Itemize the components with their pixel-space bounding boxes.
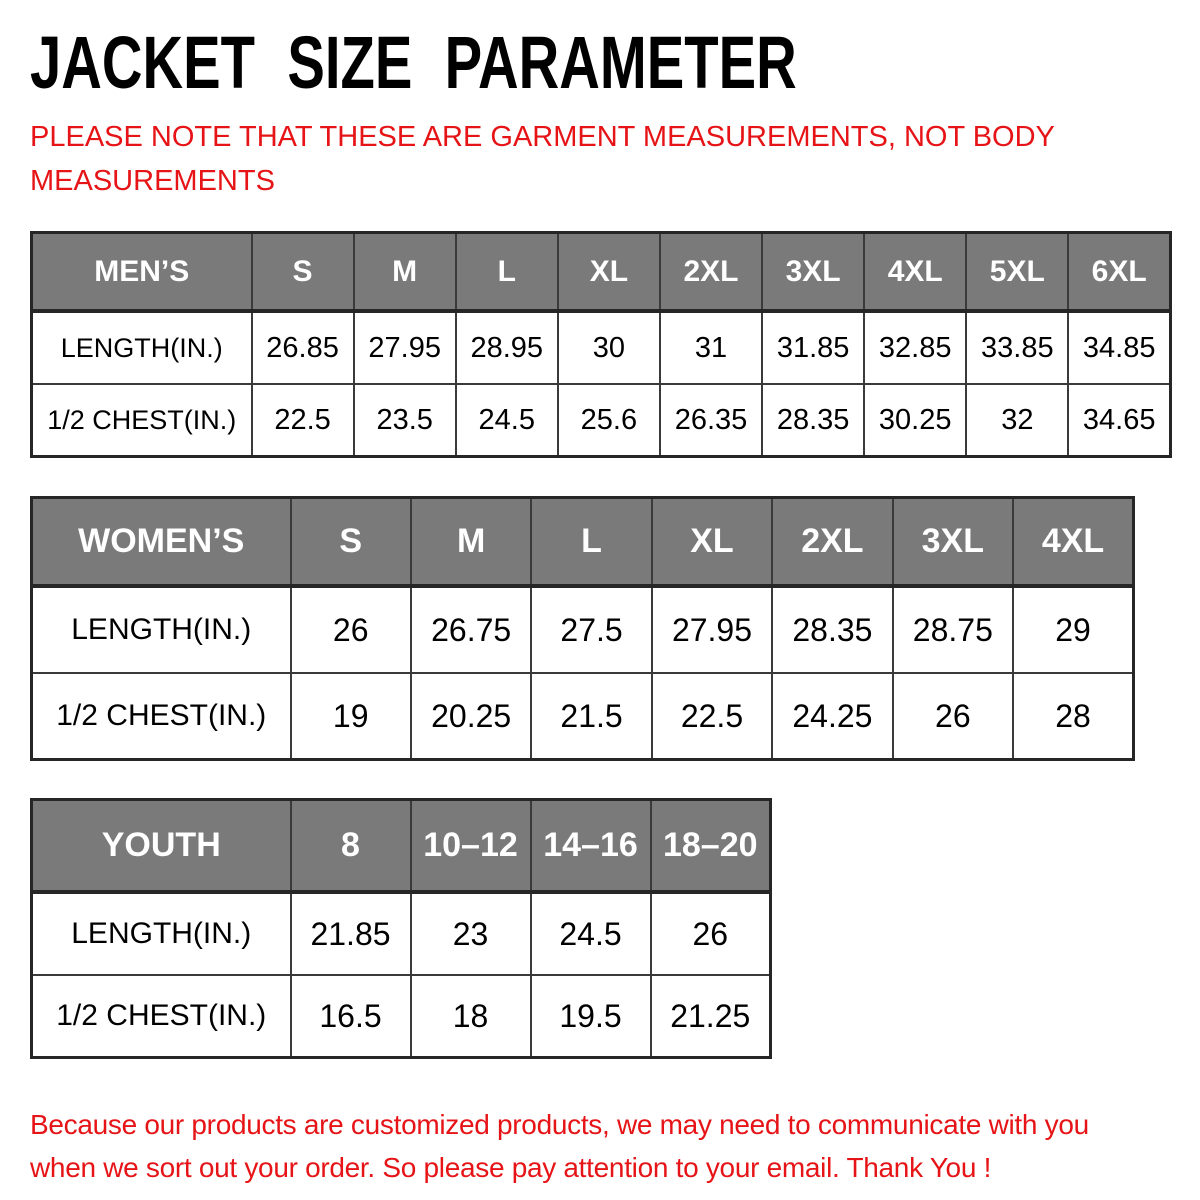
size-column-header: 3XL xyxy=(891,496,1015,588)
size-column-header: 5XL xyxy=(965,231,1070,313)
size-value-cell: 26 xyxy=(649,891,772,976)
size-value-cell: 26.75 xyxy=(409,585,533,674)
size-value-cell: 30 xyxy=(556,310,661,385)
size-value-cell: 31.85 xyxy=(761,310,866,385)
size-value-cell: 21.25 xyxy=(649,974,772,1059)
row-label: LENGTH(IN.) xyxy=(30,891,292,976)
size-value-cell: 29 xyxy=(1012,585,1135,674)
garment-measurement-note: PLEASE NOTE THAT THESE ARE GARMENT MEASU… xyxy=(30,116,1200,203)
size-value-cell: 26 xyxy=(891,672,1015,761)
size-column-header: M xyxy=(352,231,457,313)
size-value-cell: 28.95 xyxy=(454,310,559,385)
size-value-cell: 16.5 xyxy=(289,974,412,1059)
table-row: 1/2 CHEST(IN.) 22.5 23.5 24.5 25.6 26.35 28.35… xyxy=(30,383,1172,458)
size-value-cell: 24.5 xyxy=(529,891,652,976)
youth-size-table-section: YOUTH 8 10–12 14–16 18–20 LENGTH(IN.) 21.85 23 2… xyxy=(0,798,1200,1059)
size-column-header: L xyxy=(454,231,559,313)
size-value-cell: 21.85 xyxy=(289,891,412,976)
size-value-cell: 26 xyxy=(289,585,412,674)
size-column-header: M xyxy=(409,496,533,588)
size-column-header: 4XL xyxy=(863,231,968,313)
garment-measurement-note-line1: PLEASE NOTE THAT THESE ARE GARMENT MEASU… xyxy=(30,121,1055,153)
size-column-header: 3XL xyxy=(761,231,866,313)
row-label: 1/2 CHEST(IN.) xyxy=(30,383,253,458)
mens-size-table: MEN’S S M L XL 2XL 3XL 4XL 5XL 6XL LENGTH(IN.) 26.8… xyxy=(30,231,1172,458)
size-column-header: 8 xyxy=(289,798,412,894)
header-row: YOUTH 8 10–12 14–16 18–20 xyxy=(30,798,772,894)
size-value-cell: 31 xyxy=(658,310,764,385)
size-column-header: 4XL xyxy=(1012,496,1135,588)
table-row: 1/2 CHEST(IN.) 16.5 18 19.5 21.25 xyxy=(30,974,772,1059)
customization-note: Because our products are customized prod… xyxy=(30,1103,1170,1190)
page-title: JACKET SIZE PARAMETER xyxy=(30,21,797,104)
size-value-cell: 27.5 xyxy=(530,585,653,674)
size-value-cell: 26.85 xyxy=(250,310,355,385)
row-label: LENGTH(IN.) xyxy=(30,310,253,385)
size-value-cell: 20.25 xyxy=(409,672,533,761)
size-value-cell: 24.25 xyxy=(771,672,894,761)
size-column-header: L xyxy=(530,496,653,588)
size-column-header: 10–12 xyxy=(409,798,532,894)
size-value-cell: 33.85 xyxy=(965,310,1070,385)
size-value-cell: 34.65 xyxy=(1067,383,1172,458)
size-value-cell: 24.5 xyxy=(454,383,559,458)
size-value-cell: 28.35 xyxy=(761,383,866,458)
customization-note-line2: when we sort out your order. So please p… xyxy=(30,1152,992,1184)
garment-measurement-note-line2: MEASUREMENTS xyxy=(30,164,275,197)
size-column-header: 18–20 xyxy=(649,798,772,894)
size-value-cell: 22.5 xyxy=(250,383,355,458)
size-column-header: 2XL xyxy=(771,496,894,588)
size-value-cell: 28.35 xyxy=(771,585,894,674)
mens-size-table-section: MEN’S S M L XL 2XL 3XL 4XL 5XL 6XL LENGTH(IN.) 26.8… xyxy=(0,231,1200,458)
size-value-cell: 27.95 xyxy=(352,310,457,385)
size-value-cell: 28.75 xyxy=(891,585,1015,674)
row-label: 1/2 CHEST(IN.) xyxy=(30,974,292,1059)
size-column-header: XL xyxy=(650,496,774,588)
size-value-cell: 21.5 xyxy=(530,672,653,761)
size-column-header: 6XL xyxy=(1067,231,1172,313)
size-value-cell: 34.85 xyxy=(1067,310,1172,385)
size-value-cell: 32 xyxy=(965,383,1070,458)
table-title-cell: MEN’S xyxy=(30,231,253,313)
size-column-header: S xyxy=(289,496,412,588)
table-row: LENGTH(IN.) 21.85 23 24.5 26 xyxy=(30,891,772,976)
size-value-cell: 19.5 xyxy=(529,974,652,1059)
size-value-cell: 18 xyxy=(409,974,532,1059)
size-value-cell: 32.85 xyxy=(863,310,968,385)
size-value-cell: 26.35 xyxy=(658,383,764,458)
table-title-cell: WOMEN’S xyxy=(30,496,292,588)
size-column-header: XL xyxy=(556,231,661,313)
size-value-cell: 25.6 xyxy=(556,383,661,458)
size-column-header: 14–16 xyxy=(529,798,652,894)
size-column-header: 2XL xyxy=(658,231,764,313)
size-value-cell: 28 xyxy=(1012,672,1135,761)
header-row: MEN’S S M L XL 2XL 3XL 4XL 5XL 6XL xyxy=(30,231,1172,313)
size-value-cell: 19 xyxy=(289,672,412,761)
row-label: 1/2 CHEST(IN.) xyxy=(30,672,292,761)
size-value-cell: 27.95 xyxy=(650,585,774,674)
table-row: LENGTH(IN.) 26.85 27.95 28.95 30 31 31.85 32.85… xyxy=(30,310,1172,385)
womens-size-table: WOMEN’S S M L XL 2XL 3XL 4XL LENGTH(IN.) 26 26.75 2… xyxy=(30,496,1135,761)
row-label: LENGTH(IN.) xyxy=(30,585,292,674)
womens-size-table-section: WOMEN’S S M L XL 2XL 3XL 4XL LENGTH(IN.) 26 26.75 2… xyxy=(0,496,1200,761)
size-column-header: S xyxy=(250,231,355,313)
size-value-cell: 23 xyxy=(409,891,532,976)
header-row: WOMEN’S S M L XL 2XL 3XL 4XL xyxy=(30,496,1135,588)
size-value-cell: 30.25 xyxy=(863,383,968,458)
table-row: 1/2 CHEST(IN.) 19 20.25 21.5 22.5 24.25 26 28 xyxy=(30,672,1135,761)
size-value-cell: 22.5 xyxy=(650,672,774,761)
table-row: LENGTH(IN.) 26 26.75 27.5 27.95 28.35 28.75 29 xyxy=(30,585,1135,674)
table-title-cell: YOUTH xyxy=(30,798,292,894)
size-value-cell: 23.5 xyxy=(352,383,457,458)
customization-note-line1: Because our products are customized prod… xyxy=(30,1109,1089,1140)
youth-size-table: YOUTH 8 10–12 14–16 18–20 LENGTH(IN.) 21.85 23 2… xyxy=(30,798,772,1059)
